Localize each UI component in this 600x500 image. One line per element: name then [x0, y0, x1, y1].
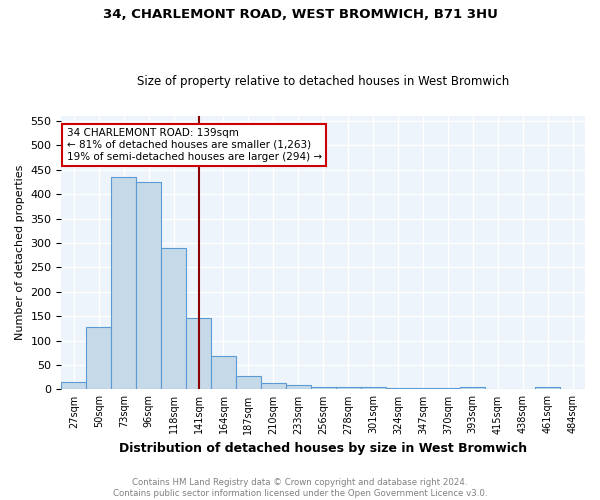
Bar	[136, 182, 161, 390]
Bar	[61, 382, 86, 390]
Text: Contains HM Land Registry data © Crown copyright and database right 2024.
Contai: Contains HM Land Registry data © Crown c…	[113, 478, 487, 498]
Bar	[86, 328, 111, 390]
Bar	[286, 385, 311, 390]
Bar	[186, 318, 211, 390]
Y-axis label: Number of detached properties: Number of detached properties	[15, 165, 25, 340]
X-axis label: Distribution of detached houses by size in West Bromwich: Distribution of detached houses by size …	[119, 442, 527, 455]
Bar	[535, 386, 560, 390]
Title: Size of property relative to detached houses in West Bromwich: Size of property relative to detached ho…	[137, 76, 509, 88]
Bar	[311, 387, 335, 390]
Bar	[436, 388, 460, 390]
Bar	[460, 387, 485, 390]
Bar	[111, 177, 136, 390]
Bar	[161, 248, 186, 390]
Text: 34, CHARLEMONT ROAD, WEST BROMWICH, B71 3HU: 34, CHARLEMONT ROAD, WEST BROMWICH, B71 …	[103, 8, 497, 20]
Bar	[386, 388, 410, 390]
Bar	[211, 356, 236, 390]
Bar	[335, 388, 361, 390]
Bar	[236, 376, 261, 390]
Bar	[410, 388, 436, 390]
Bar	[261, 383, 286, 390]
Bar	[361, 388, 386, 390]
Text: 34 CHARLEMONT ROAD: 139sqm
← 81% of detached houses are smaller (1,263)
19% of s: 34 CHARLEMONT ROAD: 139sqm ← 81% of deta…	[67, 128, 322, 162]
